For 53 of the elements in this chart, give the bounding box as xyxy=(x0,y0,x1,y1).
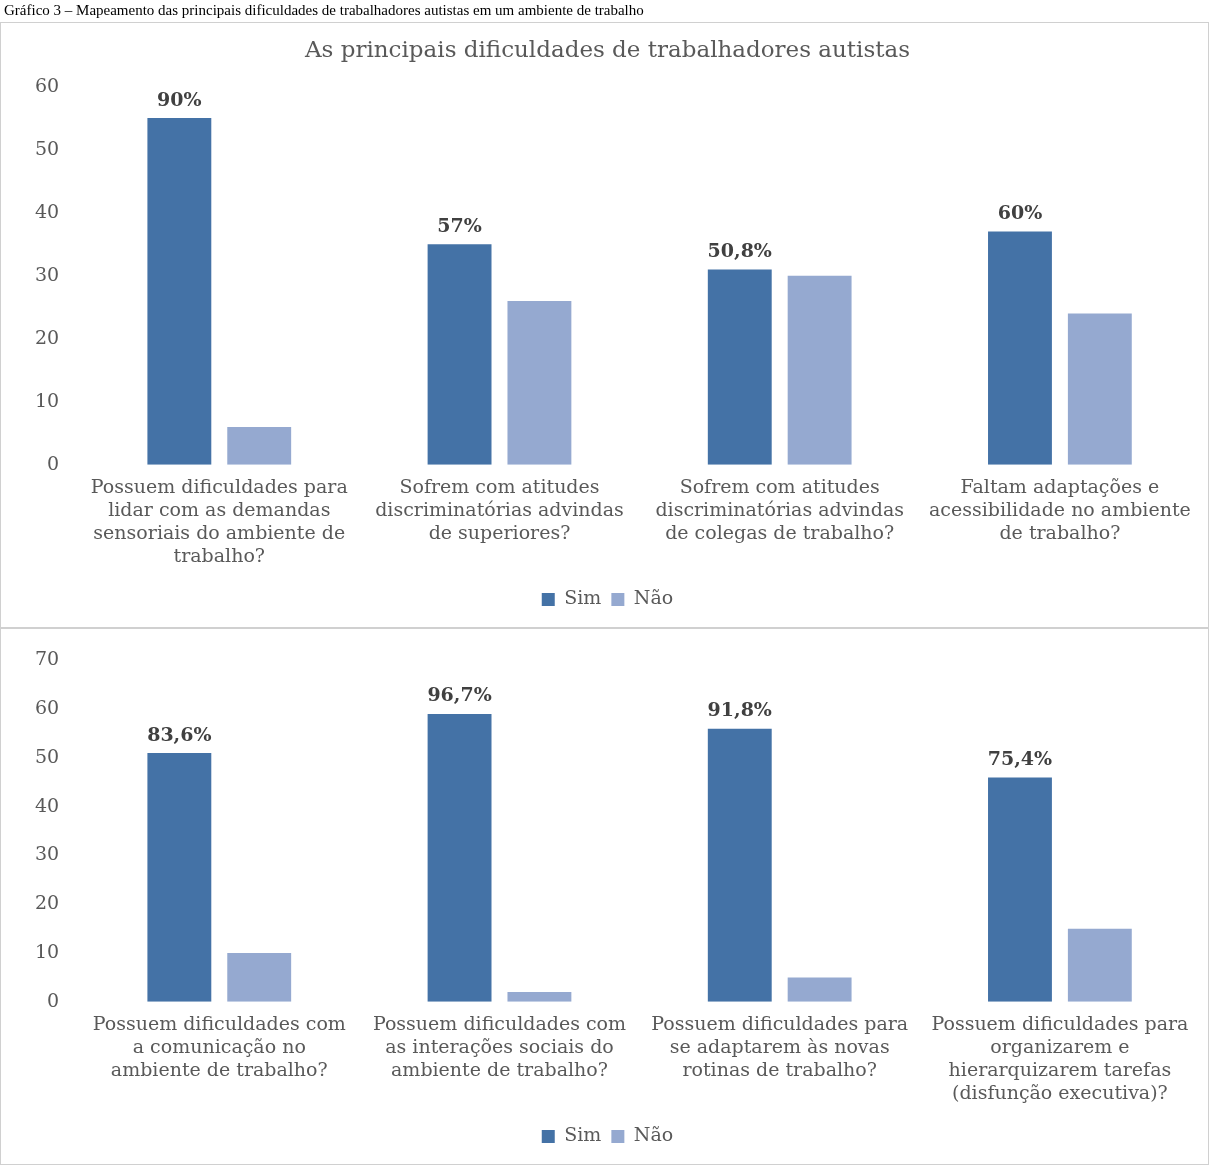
y-tick-label: 10 xyxy=(34,939,60,962)
x-tick-label: Possuem dificuldades para organizarem e hierarquizarem tarefas (disfunção executiva)? xyxy=(931,1012,1189,1103)
annotation: 57% xyxy=(437,213,482,236)
y-tick-label: 60 xyxy=(34,696,60,719)
annotation: 50,8% xyxy=(707,238,772,261)
y-tick-label: 0 xyxy=(47,451,60,474)
y-tick-label: 20 xyxy=(34,891,60,914)
bar xyxy=(787,275,852,465)
bar xyxy=(707,269,772,465)
y-tick-label: 30 xyxy=(34,262,60,285)
bar xyxy=(227,426,292,465)
bar xyxy=(507,992,572,1002)
x-tick-label: Faltam adaptações e acessibilidade no ambiente de trabalho? xyxy=(929,475,1191,543)
annotation: 75,4% xyxy=(987,746,1053,769)
y-tick-label: 40 xyxy=(34,793,60,816)
bar xyxy=(147,118,212,465)
y-tick-label: 70 xyxy=(34,647,60,670)
bar xyxy=(988,777,1052,1002)
y-tick-label: 50 xyxy=(34,136,60,159)
annotation: 91,8% xyxy=(707,698,772,721)
bar xyxy=(147,753,212,1002)
bar xyxy=(707,728,772,1002)
bar xyxy=(427,244,492,465)
y-tick-label: 0 xyxy=(47,988,60,1011)
x-tick-label: Sofrem com atitudes discriminatórias advindas de colegas de trabalho? xyxy=(655,475,904,543)
annotation: 90% xyxy=(157,87,202,110)
bar xyxy=(1067,928,1132,1002)
x-tick-label: Possuem dificuldades para lidar com as demandas sensoriais do ambiente de trabalho? xyxy=(90,475,348,566)
text: Gráfico 3 – Mapeamento das principais dificuldades de trabalhadores autistas em um ambiente de trabalho xyxy=(3,1,645,20)
bar xyxy=(227,953,292,1002)
legend-label: Sim xyxy=(564,1123,602,1146)
legend-label: Não xyxy=(633,586,674,609)
annotation: 96,7% xyxy=(427,683,492,706)
chart-title: As principais dificuldades de trabalhadores autistas xyxy=(304,35,910,62)
x-tick-label: Possuem dificuldades para se adaptarem às novas rotinas de trabalho? xyxy=(651,1012,909,1080)
bar xyxy=(427,714,492,1002)
y-tick-label: 50 xyxy=(34,744,60,767)
annotation: 60% xyxy=(997,201,1043,224)
x-tick-label: Sofrem com atitudes discriminatórias advindas de superiores? xyxy=(375,475,624,543)
bar xyxy=(988,231,1052,465)
bar xyxy=(787,977,852,1002)
bar xyxy=(1067,313,1132,465)
y-tick-label: 30 xyxy=(34,842,60,865)
legend-label: Não xyxy=(633,1123,674,1146)
y-tick-label: 20 xyxy=(34,325,60,348)
bar xyxy=(507,300,572,465)
y-tick-label: 60 xyxy=(34,73,60,96)
annotation: 83,6% xyxy=(147,722,212,745)
y-tick-label: 40 xyxy=(34,199,60,222)
legend-label: Sim xyxy=(564,586,602,609)
y-tick-label: 10 xyxy=(34,388,60,411)
x-tick-label: Possuem dificuldades com as interações sociais do ambiente de trabalho? xyxy=(372,1012,627,1080)
x-tick-label: Possuem dificuldades com a comunicação no ambiente de trabalho? xyxy=(92,1012,346,1080)
